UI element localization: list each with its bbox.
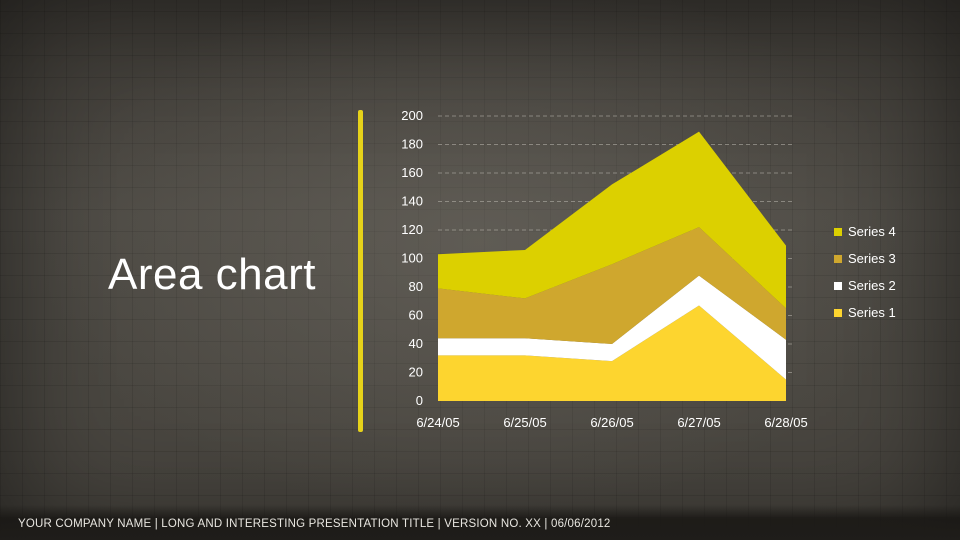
y-tick-label: 200 — [401, 108, 423, 123]
area-series-1 — [438, 305, 786, 401]
y-tick-label: 160 — [401, 165, 423, 180]
y-tick-label: 180 — [401, 137, 423, 152]
legend-label: Series 2 — [848, 278, 896, 293]
footer-band — [0, 505, 960, 540]
legend-label: Series 1 — [848, 305, 896, 320]
y-tick-label: 0 — [416, 393, 423, 408]
y-tick-label: 40 — [409, 336, 423, 351]
chart-areas — [438, 131, 786, 401]
legend-swatch — [834, 308, 842, 317]
legend-item: Series 1 — [834, 299, 944, 326]
slide-title: Area chart — [108, 250, 316, 299]
x-tick-label: 6/28/05 — [764, 415, 807, 430]
y-tick-label: 60 — [409, 308, 423, 323]
area-chart: 0 20 40 60 80 100 120 140 160 180 200 6/24/05 6/25/… — [401, 108, 807, 430]
x-tick-label: 6/27/05 — [677, 415, 720, 430]
legend-item: Series 2 — [834, 272, 944, 299]
legend-label: Series 4 — [848, 224, 896, 239]
y-tick-label: 120 — [401, 222, 423, 237]
chart-legend: Series 4 Series 3 Series 2 Series 1 — [834, 218, 944, 326]
area-series-4 — [438, 131, 786, 309]
title-divider-line — [358, 110, 363, 432]
y-tick-label: 80 — [409, 279, 423, 294]
footer-text: YOUR COMPANY NAME | LONG AND INTERESTING… — [18, 518, 611, 530]
y-tick-label: 100 — [401, 251, 423, 266]
legend-item: Series 3 — [834, 245, 944, 272]
y-tick-label: 140 — [401, 194, 423, 209]
area-series-3 — [438, 227, 786, 344]
y-axis-ticks: 0 20 40 60 80 100 120 140 160 180 200 — [401, 108, 423, 408]
legend-label: Series 3 — [848, 251, 896, 266]
x-axis-ticks: 6/24/05 6/25/05 6/26/05 6/27/05 6/28/05 — [416, 415, 807, 430]
x-tick-label: 6/24/05 — [416, 415, 459, 430]
x-tick-label: 6/26/05 — [590, 415, 633, 430]
legend-swatch — [834, 227, 842, 236]
legend-swatch — [834, 254, 842, 263]
legend-item: Series 4 — [834, 218, 944, 245]
legend-swatch — [834, 281, 842, 290]
y-tick-label: 20 — [409, 365, 423, 380]
x-tick-label: 6/25/05 — [503, 415, 546, 430]
area-series-2 — [438, 275, 786, 380]
